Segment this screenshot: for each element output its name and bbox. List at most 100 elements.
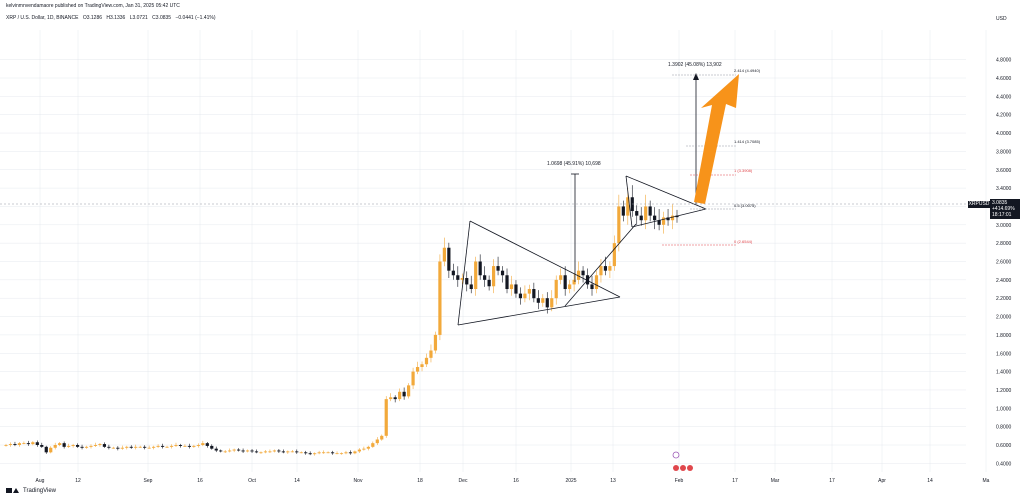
candle-body[interactable] <box>612 243 616 267</box>
candle-body[interactable] <box>219 450 223 452</box>
candle-body[interactable] <box>608 266 612 271</box>
candle-body[interactable] <box>617 206 621 244</box>
candle-body[interactable] <box>295 451 299 453</box>
candle-body[interactable] <box>576 270 581 280</box>
candle-body[interactable] <box>277 450 281 452</box>
triangle2-upper-line[interactable] <box>625 175 707 210</box>
candle-body[interactable] <box>447 247 451 271</box>
candle-body[interactable] <box>31 442 35 445</box>
candle-body[interactable] <box>661 217 666 225</box>
candle-body[interactable] <box>192 445 196 447</box>
candle-body[interactable] <box>653 215 657 221</box>
candle-body[interactable] <box>433 334 438 351</box>
candle-body[interactable] <box>550 298 554 308</box>
candle-body[interactable] <box>147 447 151 449</box>
candle-body[interactable] <box>272 450 276 452</box>
candle-body[interactable] <box>165 446 169 448</box>
candle-body[interactable] <box>330 452 335 454</box>
candle-body[interactable] <box>424 357 429 365</box>
candle-body[interactable] <box>670 215 675 221</box>
candle-body[interactable] <box>35 442 39 445</box>
candle-body[interactable] <box>304 452 308 454</box>
symbol-info[interactable]: XRP / U.S. Dollar, 1D, BINANCE O3.1286 H… <box>6 15 219 21</box>
candle-body[interactable] <box>483 275 487 280</box>
rising-trendline[interactable] <box>564 223 637 307</box>
candle-body[interactable] <box>13 444 17 445</box>
candle-body[interactable] <box>496 266 500 271</box>
candle-body[interactable] <box>599 266 603 276</box>
candle-body[interactable] <box>393 397 397 400</box>
candle-body[interactable] <box>344 452 348 454</box>
candle-body[interactable] <box>568 284 572 290</box>
candle-body[interactable] <box>666 217 670 221</box>
candle-body[interactable] <box>232 449 236 451</box>
candle-body[interactable] <box>621 206 625 216</box>
event-icon-4[interactable] <box>687 465 693 471</box>
candle-body[interactable] <box>228 450 232 452</box>
candle-body[interactable] <box>456 275 460 280</box>
candle-body[interactable] <box>572 279 576 285</box>
candle-body[interactable] <box>44 446 48 453</box>
candle-body[interactable] <box>169 445 174 447</box>
candle-body[interactable] <box>335 453 339 455</box>
candle-body[interactable] <box>411 371 415 386</box>
triangle2-lower-line[interactable] <box>631 208 707 228</box>
candle-body[interactable] <box>648 206 652 216</box>
candle-body[interactable] <box>120 447 124 449</box>
candle-body[interactable] <box>84 446 89 448</box>
candle-body[interactable] <box>326 452 330 454</box>
candle-body[interactable] <box>245 450 250 452</box>
candle-body[interactable] <box>214 448 218 451</box>
candle-body[interactable] <box>17 443 22 445</box>
candle-body[interactable] <box>152 446 156 448</box>
candle-body[interactable] <box>626 197 630 216</box>
candle-body[interactable] <box>93 445 98 446</box>
candle-body[interactable] <box>58 443 62 445</box>
candle-body[interactable] <box>474 261 478 290</box>
candle-body[interactable] <box>281 451 285 453</box>
candle-body[interactable] <box>156 445 160 447</box>
candle-body[interactable] <box>116 447 120 449</box>
candle-body[interactable] <box>357 449 361 452</box>
candle-body[interactable] <box>53 445 57 448</box>
candle-body[interactable] <box>75 445 80 447</box>
candle-body[interactable] <box>559 275 563 280</box>
candle-body[interactable] <box>465 278 469 285</box>
candle-body[interactable] <box>505 275 509 290</box>
candle-body[interactable] <box>594 275 599 290</box>
candle-body[interactable] <box>438 261 442 335</box>
candle-body[interactable] <box>563 275 567 290</box>
candle-body[interactable] <box>196 445 200 446</box>
candle-body[interactable] <box>4 445 8 446</box>
candle-body[interactable] <box>26 443 30 445</box>
candle-body[interactable] <box>415 367 420 372</box>
candle-body[interactable] <box>174 445 178 446</box>
candle-body[interactable] <box>250 450 254 452</box>
candle-body[interactable] <box>644 206 648 221</box>
candle-body[interactable] <box>80 446 84 448</box>
candle-body[interactable] <box>286 451 290 453</box>
candle-body[interactable] <box>290 451 294 453</box>
candle-body[interactable] <box>366 446 370 449</box>
candle-body[interactable] <box>308 453 312 455</box>
candle-body[interactable] <box>40 445 44 447</box>
candle-body[interactable] <box>398 391 402 400</box>
candle-body[interactable] <box>491 266 496 287</box>
candle-body[interactable] <box>554 279 558 299</box>
candle-body[interactable] <box>590 284 594 290</box>
candle-body[interactable] <box>8 444 13 445</box>
candle-body[interactable] <box>129 446 133 448</box>
candle-body[interactable] <box>223 451 227 453</box>
candle-body[interactable] <box>313 453 317 455</box>
candle-body[interactable] <box>205 443 209 446</box>
triangle1-upper-line[interactable] <box>469 220 621 298</box>
candle-body[interactable] <box>49 447 53 453</box>
candle-body[interactable] <box>187 445 192 447</box>
candle-body[interactable] <box>523 293 527 299</box>
candle-body[interactable] <box>111 447 115 449</box>
candle-body[interactable] <box>460 278 464 280</box>
candle-body[interactable] <box>545 298 549 308</box>
candle-body[interactable] <box>402 391 406 397</box>
candle-body[interactable] <box>362 448 366 450</box>
candle-body[interactable] <box>603 266 608 271</box>
